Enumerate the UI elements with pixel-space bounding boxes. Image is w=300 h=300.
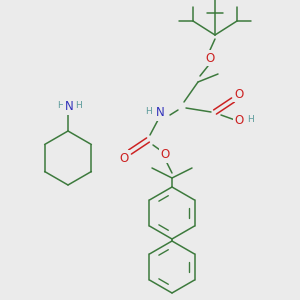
Text: H: H [247,116,254,124]
Text: O: O [206,52,214,64]
Text: O: O [160,148,169,161]
Text: N: N [156,106,164,119]
Text: H: H [57,101,63,110]
Text: O: O [234,88,244,100]
Text: O: O [119,152,129,164]
Text: N: N [64,100,74,113]
Text: O: O [234,113,244,127]
Text: H: H [145,106,152,116]
Text: H: H [75,101,81,110]
